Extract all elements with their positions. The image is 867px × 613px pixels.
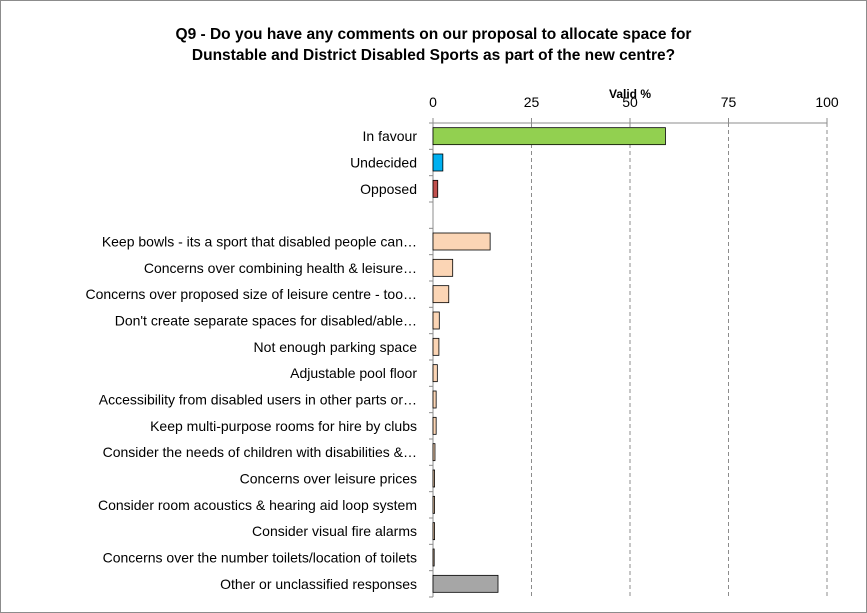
bar (432, 416, 437, 435)
x-tick-label: 25 (524, 94, 540, 110)
category-label: Concerns over combining health & leisure… (144, 260, 417, 276)
category-label: Adjustable pool floor (290, 365, 417, 381)
bar (432, 443, 436, 462)
x-tick-label: 50 (622, 94, 638, 110)
category-label: Not enough parking space (254, 339, 418, 355)
bar (432, 337, 440, 356)
category-label: Consider the needs of children with disa… (103, 444, 417, 460)
bar (432, 495, 435, 514)
category-label: Consider visual fire alarms (252, 523, 417, 539)
category-label: Accessibility from disabled users in oth… (99, 392, 417, 408)
category-label: Concerns over proposed size of leisure c… (86, 286, 418, 302)
bar (432, 153, 444, 172)
x-tick-label: 75 (721, 94, 737, 110)
bar (432, 311, 440, 330)
bar (432, 285, 450, 304)
category-label: Opposed (360, 181, 417, 197)
bar (432, 127, 666, 146)
chart-title: Q9 - Do you have any comments on our pro… (0, 24, 867, 66)
bar (432, 364, 438, 383)
category-label: Other or unclassified responses (220, 576, 417, 592)
category-label: Consider room acoustics & hearing aid lo… (98, 497, 417, 513)
x-axis-title: Valid % (609, 87, 651, 101)
category-label: Don't create separate spaces for disable… (115, 313, 417, 329)
x-tick-label: 0 (429, 94, 437, 110)
bar (432, 522, 435, 541)
bar (432, 469, 435, 488)
bar (432, 548, 435, 567)
category-label: Undecided (350, 155, 417, 171)
category-label: Concerns over the number toilets/locatio… (103, 550, 417, 566)
chart-title-line-2: Dunstable and District Disabled Sports a… (191, 47, 676, 64)
chart-title-line-1: Q9 - Do you have any comments on our pro… (175, 26, 692, 43)
category-label: Concerns over leisure prices (240, 471, 417, 487)
x-tick-label: 100 (815, 94, 839, 110)
bar (432, 390, 437, 409)
category-label: In favour (363, 128, 418, 144)
bar (432, 232, 491, 251)
category-label: Keep bowls - its a sport that disabled p… (102, 234, 417, 250)
bar (432, 258, 454, 277)
bar (432, 179, 439, 198)
bar (432, 574, 499, 593)
category-label: Keep multi-purpose rooms for hire by clu… (150, 418, 417, 434)
